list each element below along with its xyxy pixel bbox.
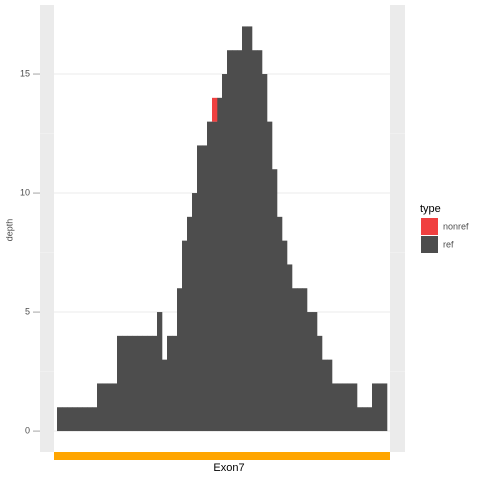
bar — [102, 383, 108, 432]
bar — [137, 335, 143, 432]
legend-label: ref — [443, 239, 454, 249]
bar — [352, 383, 358, 432]
bar — [332, 383, 338, 432]
y-axis-label: depth — [4, 219, 14, 242]
bar — [372, 383, 378, 432]
bar — [77, 407, 83, 432]
bar — [247, 26, 253, 432]
bar — [357, 407, 363, 432]
bar — [132, 335, 138, 432]
bar — [212, 97, 218, 122]
bar — [277, 216, 283, 432]
bar — [92, 407, 98, 432]
legend-swatch — [421, 236, 438, 253]
bar — [182, 240, 188, 432]
bar — [162, 359, 168, 432]
bar — [222, 74, 228, 432]
bar — [297, 288, 303, 432]
bar — [327, 359, 333, 432]
legend-label: nonref — [443, 221, 469, 231]
bar — [107, 383, 113, 432]
bar — [212, 121, 218, 432]
bar — [57, 407, 63, 432]
bar — [272, 169, 278, 432]
bar — [97, 383, 103, 432]
bar — [287, 264, 293, 432]
bar — [152, 335, 158, 432]
bar — [292, 288, 298, 432]
bar — [262, 74, 268, 432]
bar — [202, 145, 208, 432]
bar — [147, 335, 153, 432]
bar — [127, 335, 133, 432]
bar — [242, 26, 248, 432]
bar — [197, 145, 203, 432]
bar — [377, 383, 383, 432]
bar — [227, 50, 233, 432]
bar — [177, 288, 183, 432]
bar — [257, 50, 263, 432]
legend-swatch — [421, 218, 438, 235]
bar — [172, 335, 178, 432]
bar — [342, 383, 348, 432]
y-tick-label: 5 — [25, 306, 30, 316]
bar — [317, 335, 323, 432]
bar — [67, 407, 73, 432]
bar — [87, 407, 93, 432]
bar — [232, 50, 238, 432]
region-label: Exon7 — [213, 462, 244, 474]
bar — [307, 312, 313, 432]
y-tick-label: 15 — [20, 68, 30, 78]
bar — [322, 359, 328, 432]
bar — [62, 407, 68, 432]
bar — [112, 383, 118, 432]
y-tick-label: 0 — [25, 425, 30, 435]
bar — [192, 193, 198, 432]
region-bar — [54, 452, 390, 460]
bar — [282, 240, 288, 432]
bar — [167, 335, 173, 432]
bar — [157, 312, 163, 432]
bar — [252, 50, 258, 432]
bar — [267, 121, 273, 432]
bar — [382, 383, 388, 432]
bar — [217, 97, 223, 432]
bar — [367, 407, 373, 432]
legend-title: type — [420, 203, 441, 215]
bar — [312, 312, 318, 432]
bar — [337, 383, 343, 432]
bar — [142, 335, 148, 432]
bar — [72, 407, 78, 432]
bar — [302, 288, 308, 432]
bar — [207, 121, 213, 432]
bar — [117, 335, 123, 432]
bar — [237, 50, 243, 432]
y-tick-label: 10 — [20, 187, 30, 197]
bar — [187, 216, 193, 432]
bar — [82, 407, 88, 432]
bar — [362, 407, 368, 432]
bar — [122, 335, 128, 432]
bar — [347, 383, 353, 432]
